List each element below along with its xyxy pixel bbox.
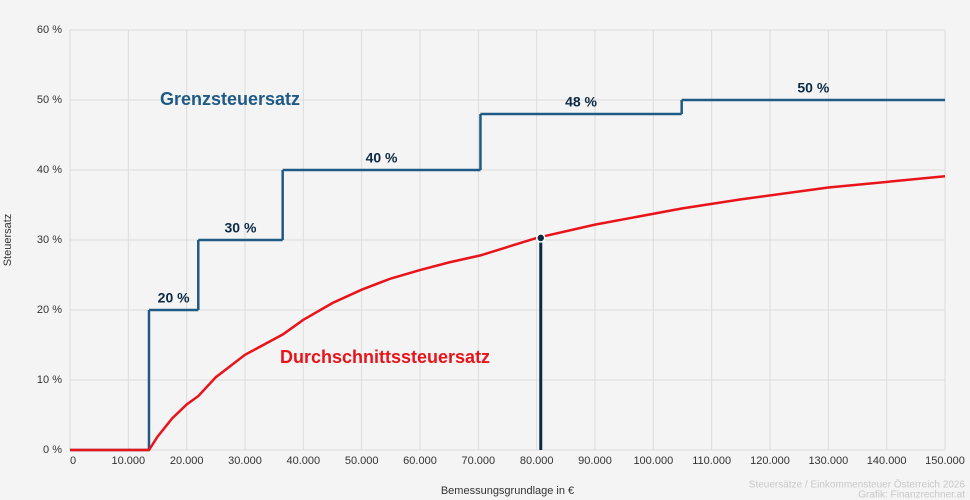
line <box>70 175 946 452</box>
source: Steuersätze / Einkommensteuer Österreich… <box>749 479 966 491</box>
data-label: 30 % <box>225 220 257 236</box>
x-tick-label: 110.000 <box>692 455 731 467</box>
y-axis-label: Steuersatz <box>2 214 14 267</box>
y-tick-label: 40 % <box>37 164 62 176</box>
x-tick-label: 90.000 <box>578 455 612 467</box>
y-tick-label: 50 % <box>37 94 62 106</box>
x-tick-label: 70.000 <box>462 455 496 467</box>
x-tick-label: 30.000 <box>228 455 262 467</box>
x-tick-label: 140.000 <box>867 455 907 467</box>
x-tick-label: 40.000 <box>287 455 321 467</box>
x-tick-label: 150.000 <box>925 455 965 467</box>
x-tick-label: 80.000 <box>520 455 554 467</box>
data-label: 40 % <box>366 150 398 166</box>
y-tick-label: 0 % <box>43 444 62 456</box>
source: Grafik: Finanzrechner.at <box>858 490 965 500</box>
x-tick-label: 130.000 <box>808 455 848 467</box>
y-tick-label: 60 % <box>37 24 62 36</box>
x-tick-label: 100.000 <box>633 455 673 467</box>
series-label: Durchschnittssteuersatz <box>280 347 490 367</box>
y-tick-label: 30 % <box>37 234 62 246</box>
data-label: 20 % <box>158 290 190 306</box>
data-label: 50 % <box>797 80 829 96</box>
x-tick-label: 10.000 <box>112 455 146 467</box>
x-tick-label: 0 <box>70 455 76 467</box>
y-tick-label: 10 % <box>37 374 62 386</box>
x-tick-label: 60.000 <box>403 455 437 467</box>
x-tick-label: 120.000 <box>750 455 790 467</box>
marker <box>536 233 546 243</box>
x-axis-label: Bemessungsgrundlage in € <box>441 485 574 497</box>
data-label: 48 % <box>565 94 597 110</box>
y-tick-label: 20 % <box>37 304 62 316</box>
x-tick-label: 20.000 <box>170 455 204 467</box>
series-label: Grenzsteuersatz <box>160 89 300 109</box>
x-tick-label: 50.000 <box>345 455 379 467</box>
